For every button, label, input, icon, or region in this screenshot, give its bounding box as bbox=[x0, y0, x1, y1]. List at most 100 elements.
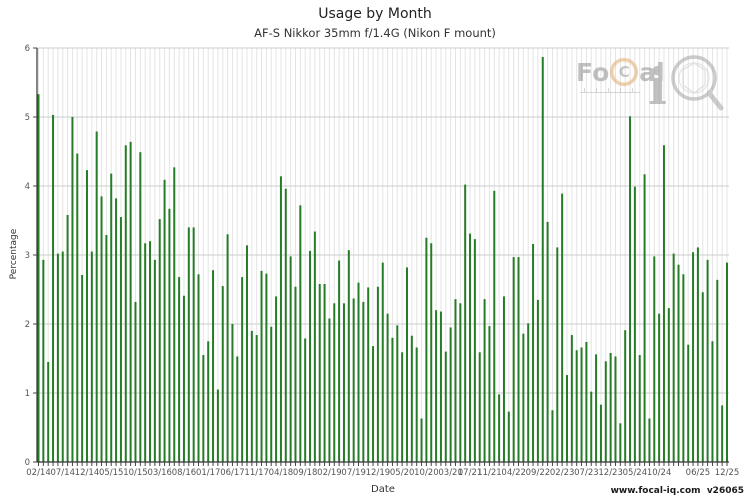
usage-bar bbox=[599, 404, 602, 462]
usage-bar bbox=[81, 275, 84, 462]
usage-bar bbox=[658, 313, 661, 462]
x-tick-label: 06/17 bbox=[220, 468, 245, 478]
usage-bar bbox=[115, 198, 118, 463]
usage-bar bbox=[473, 239, 476, 462]
website-version-label: www.focal-iq.com v26065 bbox=[611, 486, 744, 496]
usage-bar bbox=[580, 347, 583, 462]
chart-subtitle: AF-S Nikkor 35mm f/1.4G (Nikon F mount) bbox=[254, 26, 496, 40]
usage-bar bbox=[168, 208, 171, 462]
x-tick-label: 08/16 bbox=[172, 468, 197, 478]
usage-bar bbox=[405, 267, 408, 462]
usage-bar bbox=[687, 344, 690, 462]
focal-logo-fo: Fo bbox=[576, 58, 610, 87]
x-tick-label: 12/14 bbox=[75, 468, 100, 478]
usage-bar bbox=[56, 253, 59, 462]
usage-bar bbox=[139, 152, 142, 462]
usage-bar bbox=[187, 227, 190, 462]
usage-bar bbox=[221, 286, 224, 462]
usage-bar bbox=[420, 418, 423, 462]
usage-bar bbox=[561, 193, 564, 462]
x-tick-label: 02/23 bbox=[550, 468, 575, 478]
usage-bar bbox=[502, 296, 505, 462]
x-tick-label: 05/15 bbox=[99, 468, 124, 478]
usage-bar bbox=[435, 310, 438, 462]
usage-bar bbox=[250, 330, 253, 462]
usage-bar bbox=[648, 418, 651, 462]
usage-bar bbox=[226, 234, 229, 462]
usage-bar bbox=[556, 247, 559, 462]
usage-bar bbox=[425, 237, 428, 462]
usage-bar bbox=[149, 241, 152, 462]
usage-bar bbox=[522, 333, 525, 462]
usage-bar bbox=[391, 337, 394, 462]
usage-bar bbox=[643, 174, 646, 462]
usage-bar bbox=[236, 356, 239, 462]
aperture-blades-icon bbox=[682, 62, 706, 94]
usage-bar bbox=[37, 94, 40, 462]
usage-bar bbox=[517, 257, 520, 462]
usage-bar bbox=[532, 243, 535, 462]
usage-bar bbox=[42, 259, 45, 462]
usage-bar bbox=[129, 141, 132, 462]
usage-bar bbox=[682, 274, 685, 462]
usage-bar bbox=[570, 335, 573, 462]
usage-bar bbox=[178, 277, 181, 462]
usage-bar bbox=[512, 257, 515, 462]
usage-bar bbox=[362, 301, 365, 462]
usage-bar bbox=[629, 116, 632, 462]
usage-bar bbox=[449, 327, 452, 462]
usage-bar bbox=[90, 251, 93, 462]
usage-bar bbox=[493, 190, 496, 462]
usage-bar bbox=[667, 308, 670, 462]
usage-bar bbox=[119, 217, 122, 462]
usage-bar bbox=[439, 311, 442, 462]
y-tick-label: 0 bbox=[25, 458, 30, 468]
usage-bar bbox=[716, 279, 719, 462]
usage-bar bbox=[488, 326, 491, 462]
usage-bar bbox=[309, 250, 312, 462]
usage-bar bbox=[342, 303, 345, 462]
usage-bar bbox=[265, 273, 268, 462]
usage-bar bbox=[459, 303, 462, 462]
usage-bar bbox=[61, 251, 64, 462]
usage-bar bbox=[551, 410, 554, 462]
usage-bar bbox=[289, 256, 292, 462]
chart-title: Usage by Month bbox=[318, 6, 432, 22]
usage-bar bbox=[376, 286, 379, 462]
x-tick-label: 05/24 bbox=[623, 468, 648, 478]
usage-bar bbox=[498, 394, 501, 462]
usage-bar bbox=[352, 298, 355, 462]
usage-bar bbox=[207, 341, 210, 462]
usage-bar bbox=[47, 361, 50, 462]
usage-bar bbox=[444, 351, 447, 462]
usage-bar bbox=[536, 299, 539, 462]
usage-bar bbox=[672, 253, 675, 462]
x-tick-label: 07/14 bbox=[50, 468, 75, 478]
magnifier-icon bbox=[671, 55, 724, 111]
usage-bar bbox=[328, 318, 331, 462]
usage-bar bbox=[464, 184, 467, 462]
usage-bar bbox=[294, 286, 297, 462]
usage-bar bbox=[323, 283, 326, 462]
usage-bar bbox=[110, 173, 113, 462]
usage-bar bbox=[71, 117, 74, 462]
usage-bar bbox=[275, 296, 278, 462]
usage-bar bbox=[604, 361, 607, 462]
usage-bar bbox=[677, 264, 680, 462]
usage-bar bbox=[711, 341, 714, 462]
usage-bar bbox=[100, 196, 103, 462]
usage-bar bbox=[454, 299, 457, 462]
usage-bar bbox=[575, 350, 578, 462]
x-tick-label: 07/21 bbox=[458, 468, 483, 478]
x-tick-label: 02/14 bbox=[26, 468, 51, 478]
focal-logo-al: al bbox=[639, 58, 665, 87]
usage-bar bbox=[478, 352, 481, 462]
usage-bar bbox=[304, 338, 307, 462]
x-tick-label: 10/24 bbox=[647, 468, 672, 478]
y-tick-label: 5 bbox=[25, 113, 30, 123]
x-tick-label: 09/22 bbox=[526, 468, 551, 478]
usage-bar bbox=[95, 131, 98, 463]
